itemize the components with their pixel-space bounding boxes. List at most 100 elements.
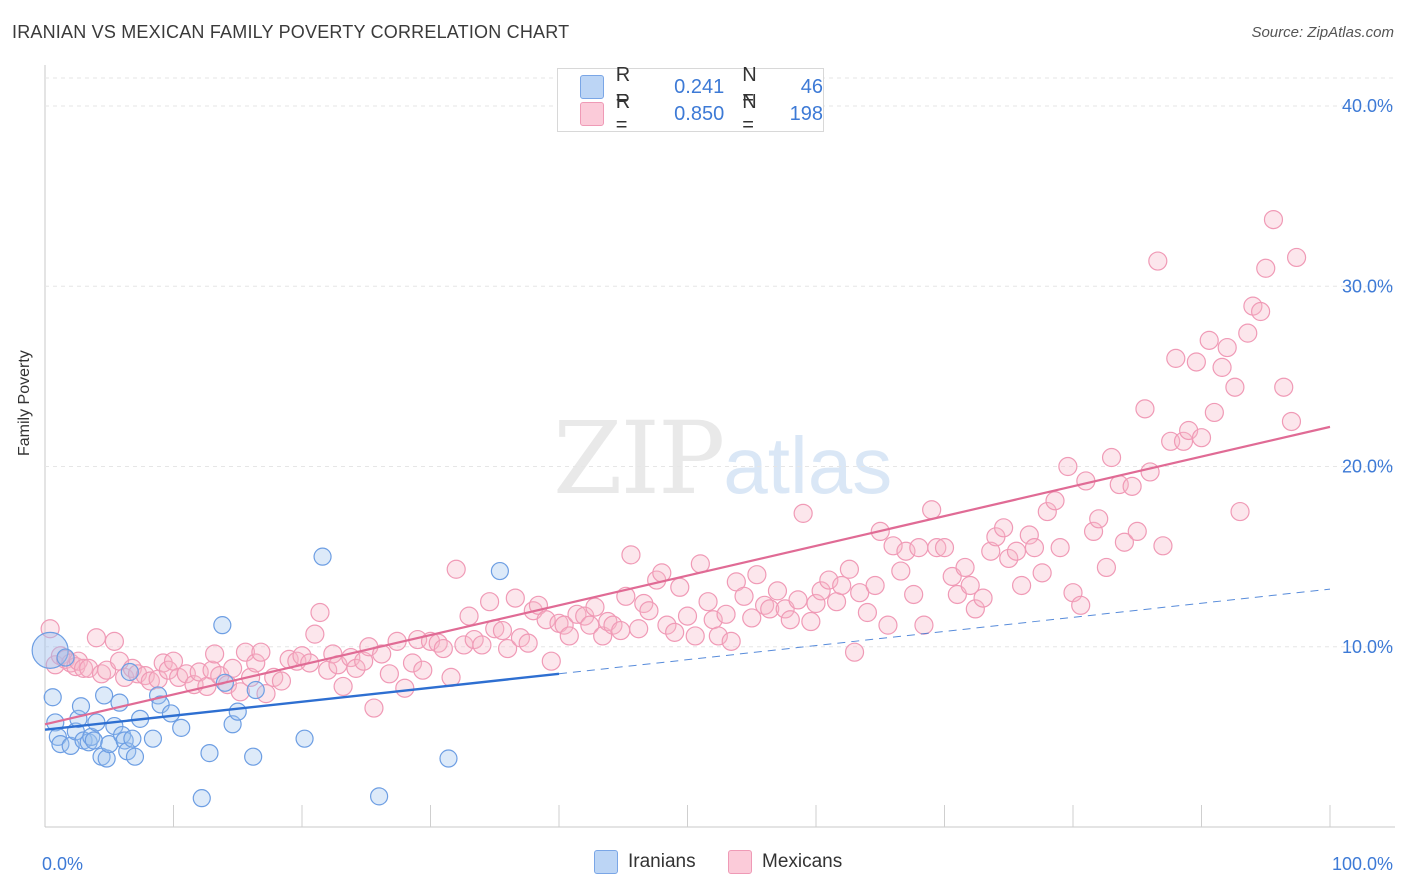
iranian-point [370,787,389,806]
mexican-point [973,588,993,608]
mexican-point [518,633,538,653]
legend-r-label: R = [615,91,631,136]
mexican-point [994,518,1014,538]
mexican-point [850,583,870,603]
mexicans-trendline [44,425,1331,726]
mexican-point [698,592,718,612]
mexican-point [554,615,574,635]
mexican-point [446,559,466,579]
mexican-point [135,665,155,686]
mexican-point [251,642,271,662]
y-tick-label: 10.0% [1342,637,1393,657]
mexican-point [826,592,847,612]
mexican-point [1263,209,1284,230]
bottom-legend-swatch-iranians [594,850,618,874]
mexican-point [1166,348,1186,368]
mexican-point [1256,258,1276,278]
mexican-point [91,664,112,684]
mexican-point [629,619,649,639]
iranian-point [295,729,314,748]
legend-swatch-mexicans [580,102,604,126]
mexican-point [665,622,685,642]
legend-row-iranians: R = 0.241 N = 46 [580,64,823,109]
iranian-point [43,688,62,707]
mexican-point [708,626,728,646]
mexican-point [1011,575,1032,596]
mexican-point [1089,509,1109,529]
iranian-point [31,631,69,669]
mexican-point [1230,501,1250,522]
mexican-point [721,631,741,651]
mexican-point [1135,399,1155,419]
mexican-point [754,595,775,615]
mexican-point [747,565,767,585]
mexican-point [657,615,677,635]
mexican-point [844,642,865,662]
correlation-legend: R = 0.241 N = 46 R = 0.850 N = 198 [557,64,824,136]
iranian-point [56,648,75,667]
iranian-point [120,662,139,682]
mexican-point [1114,532,1135,552]
mexican-point [364,698,384,718]
mexican-point [585,597,605,617]
iranians-trendline-extension [558,588,1331,675]
iranian-point [313,547,332,566]
mexican-point [402,653,423,673]
iranian-point [71,697,91,716]
mexican-point [934,538,955,558]
mexican-point [716,604,736,624]
watermark-zip: ZIP [553,400,725,517]
iranian-point [125,747,145,766]
mexican-point [1032,563,1052,583]
mexican-point [246,653,266,673]
mexican-point [1058,456,1078,477]
mexican-point [256,684,276,704]
mexican-point [346,658,366,678]
iranian-point [439,749,458,768]
legend-n-label: N = [742,64,757,109]
mexican-point [1096,557,1117,578]
watermark-atlas: atlas [723,421,893,510]
iranians-trendline [44,672,560,731]
mexican-point [811,581,831,601]
y-tick-label: 40.0% [1342,96,1393,116]
iranian-point [172,718,191,737]
mexican-point [140,671,160,691]
mexican-point [927,538,947,558]
mexican-point [639,601,659,621]
mexican-point [788,590,808,610]
mexican-point [685,626,705,646]
mexican-point [1140,462,1160,482]
mexican-point [310,602,330,623]
mexican-point [1127,521,1147,542]
mexican-point [780,610,800,630]
x-tick-label: 100.0% [1332,854,1393,874]
mexican-point [1019,525,1039,545]
mexican-point [1274,377,1294,397]
mexican-point [1045,491,1065,511]
mexican-point [1148,251,1168,271]
mexican-point [793,503,813,523]
iranian-point [200,744,219,763]
mexican-point [1186,352,1206,372]
mexican-point [883,536,903,556]
mexican-point [909,538,929,558]
mexican-point [965,599,985,619]
mexican-point [230,682,250,702]
legend-n-value: 198 [789,102,823,125]
mexican-point [205,644,225,664]
mexican-point [1173,431,1194,451]
mexican-point [1153,536,1173,556]
mexican-point [670,577,690,597]
legend-n-label: N = [742,91,757,136]
mexican-point [459,606,479,626]
iranian-point [95,686,114,705]
mexican-point [158,660,178,680]
mexican-point [541,651,561,671]
legend-row-mexicans: R = 0.850 N = 198 [580,91,823,136]
mexican-point [1083,521,1104,542]
mexican-point [492,620,513,641]
mexican-point [742,608,762,628]
mexican-point [567,604,587,624]
